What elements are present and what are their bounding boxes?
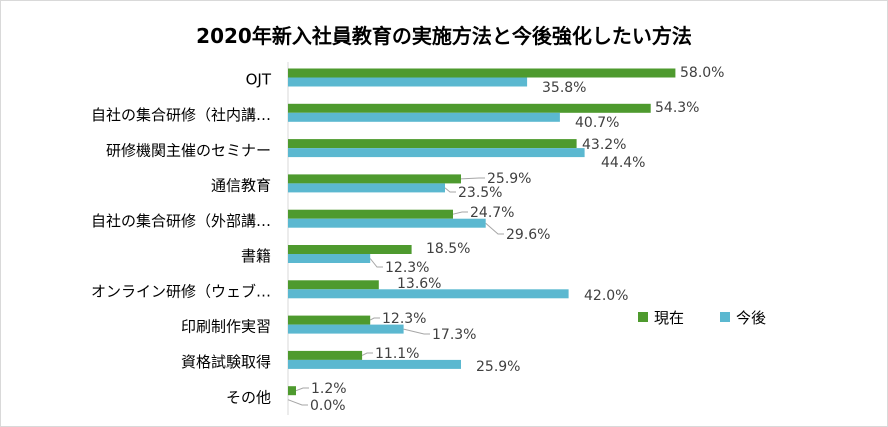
bar-future bbox=[288, 218, 486, 228]
category-label: 研修機関主催のセミナー bbox=[106, 141, 271, 159]
category-label: オンライン研修（ウェブ… bbox=[91, 282, 271, 300]
bar-current bbox=[288, 350, 363, 360]
bar-future bbox=[288, 77, 528, 87]
category-label: 通信教育 bbox=[211, 177, 271, 195]
legend-label: 今後 bbox=[736, 309, 766, 327]
bar-current bbox=[288, 68, 676, 78]
data-label: 42.0% bbox=[584, 288, 628, 304]
bar-current bbox=[288, 139, 577, 149]
data-label: 58.0% bbox=[680, 65, 724, 81]
leader-line bbox=[403, 328, 430, 335]
category-label: 自社の集合研修（社内講… bbox=[91, 106, 271, 124]
bar-future bbox=[288, 324, 404, 334]
legend-label: 現在 bbox=[654, 309, 684, 327]
bar-current bbox=[288, 315, 371, 325]
legend-swatch bbox=[638, 312, 648, 322]
category-label: 印刷制作実習 bbox=[181, 318, 271, 336]
data-label: 29.6% bbox=[506, 227, 550, 243]
category-label: OJT bbox=[246, 71, 272, 89]
leader-lines bbox=[287, 177, 504, 406]
leader-line bbox=[361, 352, 373, 356]
data-label: 1.2% bbox=[311, 381, 347, 397]
data-label: 24.7% bbox=[470, 205, 514, 221]
chart-title: 2020年新入社員教育の実施方法と今後強化したい方法 bbox=[196, 24, 692, 48]
bar-current bbox=[288, 280, 379, 290]
data-label: 13.6% bbox=[397, 276, 441, 292]
bar-future bbox=[288, 183, 445, 193]
data-label: 12.3% bbox=[382, 311, 426, 327]
leader-line bbox=[369, 317, 380, 321]
category-labels: OJT 自社の集合研修（社内講… 研修機関主催のセミナー通信教育自社の集合研修（外部… bbox=[91, 71, 272, 407]
data-label: 12.3% bbox=[385, 260, 429, 276]
leader-line bbox=[485, 222, 504, 235]
data-label: 11.1% bbox=[375, 346, 419, 362]
category-label: 資格試験取得 bbox=[181, 353, 271, 371]
data-label: 0.0% bbox=[310, 398, 346, 414]
bar-future bbox=[288, 289, 569, 299]
leader-line bbox=[295, 387, 309, 392]
data-label: 35.8% bbox=[542, 80, 586, 96]
leader-line bbox=[369, 258, 383, 268]
bar-future bbox=[288, 112, 560, 122]
data-label: 43.2% bbox=[582, 137, 626, 153]
legend-swatch bbox=[720, 312, 730, 322]
data-label: 23.5% bbox=[458, 185, 502, 201]
bar-current bbox=[288, 386, 296, 396]
bar-current bbox=[288, 174, 461, 184]
data-label: 18.5% bbox=[426, 241, 470, 257]
legend: 現在 今後 bbox=[638, 309, 766, 327]
data-label: 25.9% bbox=[487, 171, 531, 187]
bars bbox=[288, 68, 676, 396]
category-label: 書籍 bbox=[241, 247, 271, 265]
bar-future bbox=[288, 359, 461, 369]
data-label: 17.3% bbox=[432, 327, 476, 343]
data-label: 44.4% bbox=[601, 155, 645, 171]
data-label: 54.3% bbox=[655, 100, 699, 116]
bar-current bbox=[288, 245, 412, 254]
category-label: その他 bbox=[226, 388, 271, 406]
leader-line bbox=[452, 211, 468, 215]
data-labels: 58.0%54.3%43.2%25.9%24.7%18.5%13.6%12.3%… bbox=[310, 65, 724, 414]
leader-line bbox=[287, 399, 308, 406]
bar-future bbox=[288, 148, 585, 158]
leader-line bbox=[444, 187, 456, 193]
data-label: 40.7% bbox=[575, 115, 619, 131]
bar-current bbox=[288, 103, 651, 113]
bar-current bbox=[288, 209, 453, 219]
category-label: 自社の集合研修（外部講… bbox=[91, 212, 271, 230]
leader-line bbox=[460, 177, 485, 180]
bar-future bbox=[288, 254, 371, 263]
data-label: 25.9% bbox=[476, 359, 520, 375]
